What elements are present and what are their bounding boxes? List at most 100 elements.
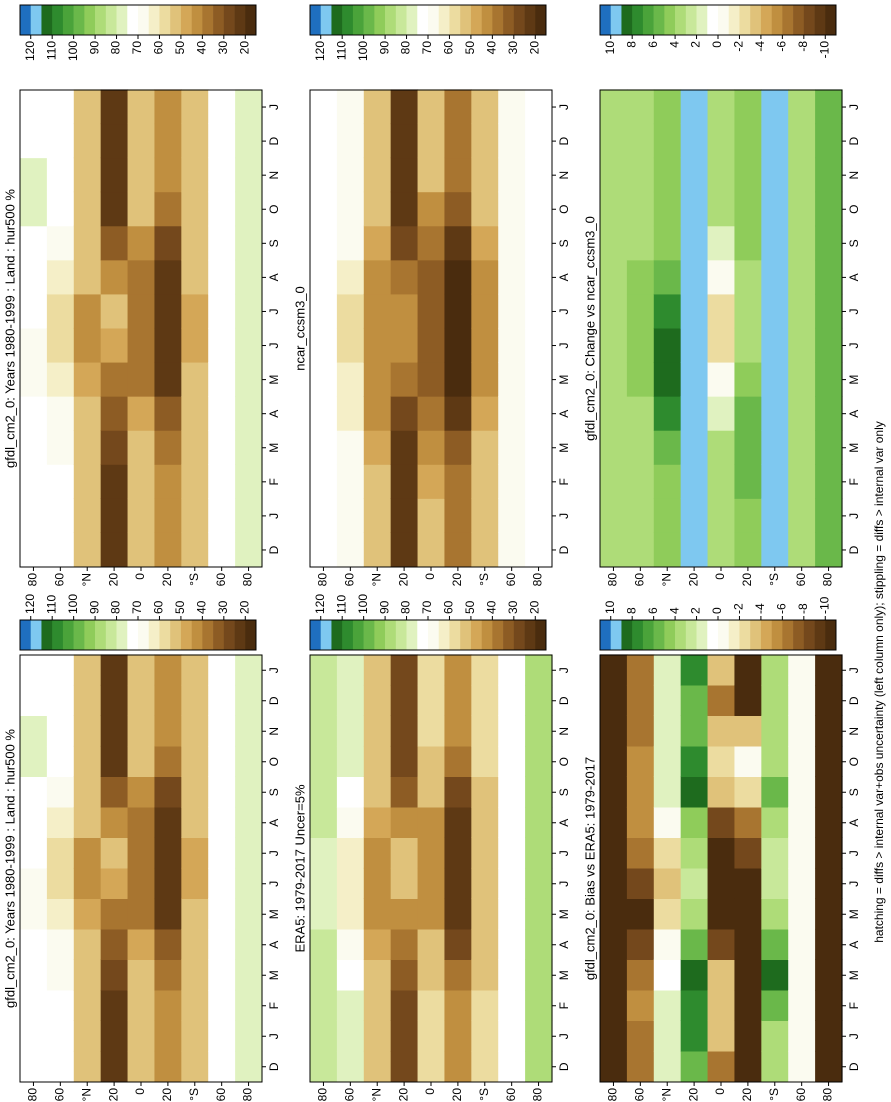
cell (788, 157, 816, 193)
colorbar-box (127, 5, 139, 35)
cell (444, 1050, 472, 1082)
cell (471, 259, 499, 295)
y-tick-label: 0 (423, 573, 437, 580)
y-tick-label: °N (659, 573, 673, 586)
cell (336, 654, 365, 686)
cell (73, 259, 102, 295)
cell (525, 1020, 553, 1052)
cell (761, 806, 789, 838)
cell (626, 123, 655, 159)
cell (208, 498, 236, 533)
colorbar-box (513, 5, 525, 35)
x-tick-label: N (847, 171, 861, 180)
x-tick-label: S (847, 239, 861, 247)
cell (734, 1020, 762, 1052)
colorbar-box (653, 5, 665, 35)
cell (600, 715, 628, 747)
cell (208, 361, 236, 397)
colorbar-box (642, 620, 654, 650)
cell (600, 654, 628, 686)
cell (181, 225, 209, 261)
cell (100, 654, 129, 686)
x-tick-label: J (847, 343, 861, 349)
cell (600, 837, 628, 869)
colorbar-label: 60 (152, 600, 166, 614)
cell (707, 959, 736, 991)
cell (444, 225, 472, 261)
cell (46, 293, 75, 329)
cell (525, 293, 553, 329)
cell (444, 361, 472, 397)
x-tick-label: D (847, 1062, 861, 1071)
cell (73, 157, 102, 193)
cell (626, 989, 655, 1021)
x-tick-label: A (267, 273, 281, 281)
colorbar-box (223, 620, 235, 650)
y-tick-label: 60 (633, 1088, 647, 1102)
cell (471, 715, 499, 747)
colorbar-box (642, 5, 654, 35)
x-tick-label: M (557, 375, 571, 385)
cell (471, 327, 499, 363)
cell (471, 191, 499, 227)
cell (390, 684, 419, 716)
cell (235, 293, 263, 329)
cell (181, 259, 209, 295)
cell (46, 1020, 75, 1052)
cell (20, 806, 48, 838)
colorbar-box (438, 5, 450, 35)
colorbar-box (449, 620, 461, 650)
cell (498, 498, 526, 533)
cell (761, 89, 789, 125)
cell (181, 89, 209, 125)
colorbar-label: 120 (23, 594, 37, 614)
y-tick-label: 80 (241, 1088, 255, 1102)
cell (788, 327, 816, 363)
cell (336, 745, 365, 777)
cell (734, 293, 762, 329)
cell (336, 498, 365, 533)
cell (734, 684, 762, 716)
colorbar-box (148, 620, 160, 650)
cell (336, 430, 365, 465)
cell (390, 745, 419, 777)
cell (761, 715, 789, 747)
cell (127, 259, 156, 295)
cell (815, 928, 843, 960)
colorbar-label: 90 (377, 41, 391, 55)
cell (181, 293, 209, 329)
cell (525, 361, 553, 397)
cell (100, 532, 129, 567)
cell (20, 867, 48, 899)
cell (734, 89, 762, 125)
cell (310, 654, 338, 686)
cell (707, 867, 736, 899)
cell (390, 157, 419, 193)
cell (73, 989, 102, 1021)
colorbar-box (41, 620, 53, 650)
cell (626, 684, 655, 716)
colorbar-box (180, 5, 192, 35)
y-tick-label: 80 (531, 1088, 545, 1102)
cell (653, 837, 682, 869)
cell (600, 293, 628, 329)
cell (498, 225, 526, 261)
y-tick-label: 60 (343, 1088, 357, 1102)
cell (417, 806, 446, 838)
colorbar-label: 60 (442, 600, 456, 614)
cell (626, 776, 655, 808)
cell (815, 715, 843, 747)
colorbar-box (771, 620, 783, 650)
colorbar-label: -6 (775, 603, 789, 614)
cell (626, 1020, 655, 1052)
cell (815, 989, 843, 1021)
cell (154, 959, 182, 991)
cell (600, 361, 628, 397)
cell (100, 928, 129, 960)
cell (235, 464, 263, 499)
colorbar-label: 40 (195, 600, 209, 614)
cell (788, 1050, 816, 1082)
cell (653, 715, 682, 747)
cell (20, 191, 48, 227)
x-tick-label: J (267, 1033, 281, 1039)
